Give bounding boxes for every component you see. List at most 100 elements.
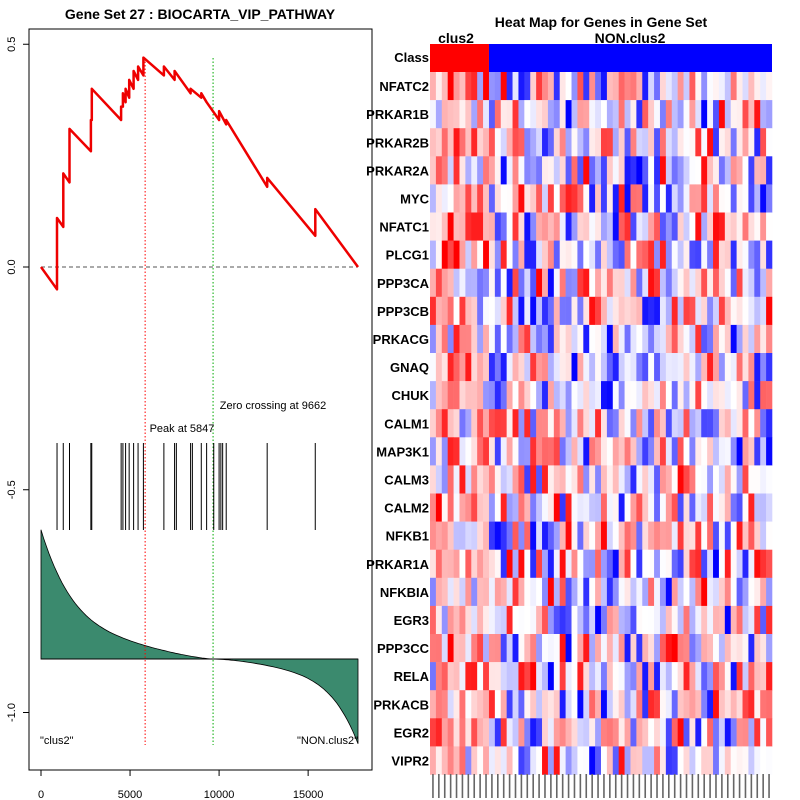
heatmap-cell [659,156,667,185]
heatmap-cell [459,690,466,719]
heatmap-cell [441,268,448,298]
heatmap-cell [677,718,684,747]
heatmap-cell [571,493,578,522]
heatmap-cell [500,718,507,747]
heatmap-cell [565,240,572,269]
heatmap-cell [677,746,684,775]
heatmap-cell [435,662,443,691]
heatmap-cell [583,746,590,775]
heatmap-cell [430,128,437,157]
sample-label-mark [744,774,747,798]
sample-label-mark [768,774,770,798]
sample-label-mark [679,774,682,798]
heatmap-cell [601,353,608,382]
sample-label-mark [544,774,546,798]
heatmap-cell [488,437,496,466]
heatmap-cell [713,662,720,691]
heatmap-cell [571,324,578,354]
heatmap-cell [654,324,661,354]
heatmap-cell [471,353,478,382]
heatmap-cell [636,128,643,157]
heatmap-cell [595,128,602,157]
heatmap-cell [713,465,720,494]
heatmap-cell [577,212,584,241]
heatmap-cell [766,240,773,269]
heatmap-cell [654,212,661,241]
heatmap-cell [748,465,755,494]
heatmap-cell [724,605,732,635]
x-tick-label: 0 [38,789,44,800]
heatmap-cell [518,437,525,466]
heatmap-cell [618,718,625,747]
heatmap-cell [524,381,531,410]
heatmap-cell [477,493,484,522]
heatmap-cell [453,465,460,494]
heatmap-cell [447,240,454,269]
heatmap-cell [636,156,643,185]
heatmap-cell [477,184,484,213]
heatmap-cell [559,100,566,129]
heatmap-cell [659,746,667,775]
heatmap-cell [447,577,454,607]
heatmap-cell [559,746,566,775]
heatmap-cell [506,156,513,185]
heatmap-cell [601,240,608,269]
sample-label-mark [532,774,534,798]
heatmap-cell [612,240,619,269]
heatmap-cell [518,100,525,129]
heatmap-cell [612,746,619,775]
heatmap-cell [465,465,472,494]
heatmap-cell [488,100,496,129]
heatmap-cell [695,72,702,101]
heatmap-cell [459,577,466,607]
heatmap-cell [553,662,561,691]
sample-label-mark [638,774,641,798]
heatmap-cell [430,184,437,213]
heatmap-cell [695,381,702,410]
heatmap-cell [494,409,502,438]
heatmap-cell [701,184,708,213]
heatmap-cell [713,381,720,410]
heatmap-cell [760,605,767,635]
sample-label-mark [579,774,582,798]
heatmap-cell [465,549,472,579]
heatmap-cell [494,212,502,241]
heatmap-cell [559,72,566,101]
heatmap-cell [500,72,507,101]
sample-label-mark [438,774,440,798]
heatmap-cell [536,324,543,354]
heatmap-cell [471,577,478,607]
heatmap-cell [488,72,496,101]
heatmap-cell [559,409,566,438]
heatmap-cell [618,212,625,241]
heatmap-cell [589,718,596,747]
heatmap-cell [477,381,484,410]
heatmap-cell [713,409,720,438]
heatmap-cell [648,381,655,410]
heatmap-cell [636,268,643,298]
heatmap-cell [689,493,696,522]
gene-label: PRKAR2A [366,163,429,178]
heatmap-cell [565,409,572,438]
heatmap-cell [636,324,643,354]
heatmap-cell [518,746,525,775]
heatmap-cell [707,184,714,213]
heatmap-cell [636,465,643,494]
sample-label-mark [508,774,511,798]
sample-label-mark [461,774,464,798]
heatmap-cell [671,634,678,663]
heatmap-cell [665,605,673,635]
heatmap-cell [665,296,673,326]
heatmap-cell [695,662,702,691]
heatmap-cell [506,100,513,129]
heatmap-cell [642,605,649,635]
heatmap-cell [483,100,490,129]
heatmap-cell [471,240,478,269]
gene-label: NFKB1 [386,529,429,544]
heatmap-cell [713,72,720,101]
heatmap-cell [695,746,702,775]
heatmap-cell [760,240,767,269]
heatmap-cell [677,409,684,438]
heatmap-cell [601,690,608,719]
heatmap-cell [707,240,714,269]
